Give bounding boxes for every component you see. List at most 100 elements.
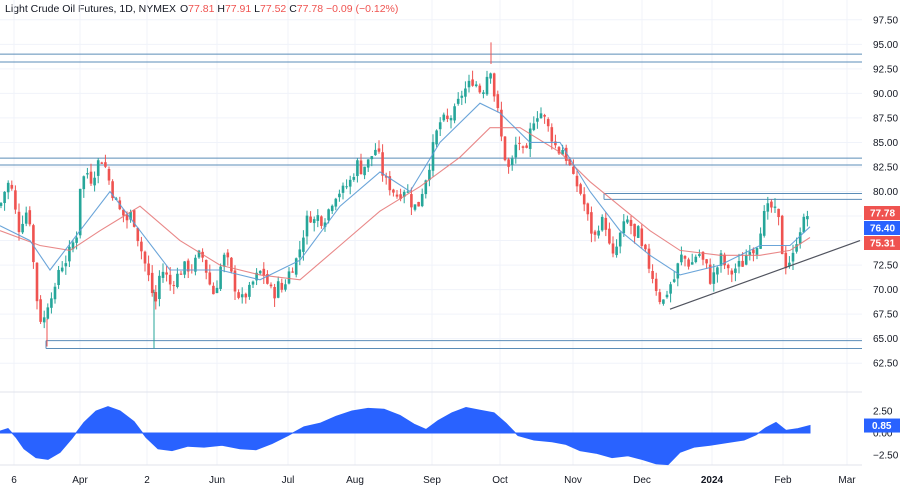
candle-body <box>39 299 42 322</box>
candle-body <box>762 210 766 236</box>
time-tick-label: Dec <box>633 475 651 486</box>
candle-body <box>165 272 168 275</box>
candle-body <box>111 181 114 199</box>
moving-average-slow <box>0 127 811 281</box>
candle-body <box>176 273 179 288</box>
candle-body <box>356 160 359 177</box>
price-tag-box <box>864 206 900 220</box>
close-value: 77.78 <box>296 3 324 15</box>
candle-body <box>359 160 363 175</box>
candle-body <box>424 180 428 195</box>
oscillator-tick-label: 0.00 <box>873 429 893 440</box>
moving-average-fast <box>0 102 811 281</box>
candle-body <box>0 203 3 206</box>
candle-body <box>334 198 338 207</box>
candle-body <box>791 252 795 262</box>
candle-body <box>316 215 320 221</box>
candle-body <box>694 256 698 263</box>
price-tag-label: 77.78 <box>870 209 895 220</box>
candle-body <box>136 227 140 242</box>
candle-body <box>71 242 75 250</box>
candle-body <box>78 188 82 236</box>
candle-body <box>557 147 561 154</box>
candle-body <box>413 204 417 210</box>
candle-body <box>240 294 244 298</box>
candle-body <box>683 255 687 259</box>
candle-body <box>698 254 701 256</box>
open-value: 77.81 <box>188 3 215 15</box>
candle-body <box>546 119 550 127</box>
candle-body <box>500 109 503 137</box>
candle-body <box>42 317 46 323</box>
time-tick-label: Nov <box>564 475 582 486</box>
candle-body <box>507 159 510 167</box>
high-label: H <box>217 3 225 15</box>
candle-body <box>327 209 330 221</box>
candle-body <box>93 177 96 186</box>
candle-body <box>770 201 773 208</box>
candle-body <box>593 231 597 235</box>
candle-body <box>665 294 669 298</box>
candle-body <box>705 259 708 264</box>
candle-body <box>795 244 798 252</box>
candle-body <box>723 254 726 266</box>
candle-body <box>726 264 730 269</box>
candle-body <box>460 95 464 98</box>
candle-body <box>129 212 132 220</box>
candle-body <box>96 160 100 176</box>
candle-body <box>186 260 190 272</box>
candle-body <box>60 267 64 272</box>
candle-body <box>431 142 435 171</box>
oscillator-axis[interactable]: 2.50 0.00 −2.50 <box>873 407 899 462</box>
candle-body <box>532 123 536 130</box>
candle-body <box>471 79 474 86</box>
price-tick-label: 95.00 <box>873 40 898 51</box>
candle-body <box>309 216 312 223</box>
candle-body <box>633 223 636 237</box>
candle-body <box>690 262 694 265</box>
candle-body <box>755 248 759 255</box>
candle-body <box>579 184 582 194</box>
candle-body <box>320 216 323 226</box>
candle-body <box>575 175 579 187</box>
price-tick-label: 80.00 <box>873 187 898 198</box>
time-axis[interactable]: 6 Apr 2 Jun Jul Aug Sep Oct Nov Dec 2024 Feb Mar <box>11 475 856 486</box>
candle-body <box>654 278 658 291</box>
candle-body <box>377 148 381 152</box>
candle-body <box>626 219 629 223</box>
symbol-title: Light Crude Oil Futures, 1D, NYMEX <box>5 3 176 15</box>
price-axis[interactable]: 97.50 95.00 92.50 90.00 87.50 85.00 82.50 80.00… <box>873 15 898 369</box>
candle-body <box>780 215 784 255</box>
candle-body <box>474 84 478 87</box>
candle-body <box>68 246 71 262</box>
candle-body <box>543 115 546 117</box>
candle-body <box>233 270 237 292</box>
candle-body <box>53 286 57 300</box>
candle-body <box>125 214 129 221</box>
candle-body <box>46 307 50 319</box>
candle-body <box>759 233 762 249</box>
candle-body <box>345 186 348 188</box>
time-tick-label: Sep <box>423 475 441 486</box>
candle-body <box>21 223 24 233</box>
candle-body <box>597 230 600 236</box>
price-tick-label: 65.00 <box>873 334 898 345</box>
candle-body <box>752 249 755 254</box>
candle-body <box>716 267 719 275</box>
candle-body <box>6 182 10 193</box>
candle-body <box>647 248 651 269</box>
moving-averages <box>0 102 811 281</box>
oscillator-area <box>0 406 811 466</box>
candle-body <box>3 191 6 204</box>
oscillator-tick-label: 2.50 <box>873 407 893 418</box>
candle-body <box>438 122 442 130</box>
oscillator-tick-label: −2.50 <box>873 450 899 461</box>
candle-body <box>604 217 608 230</box>
candle-body <box>428 169 431 181</box>
candle-body <box>269 284 273 287</box>
candle-body <box>402 191 406 197</box>
candle-body <box>482 92 485 94</box>
candle-body <box>57 269 60 286</box>
candle-body <box>363 166 366 176</box>
